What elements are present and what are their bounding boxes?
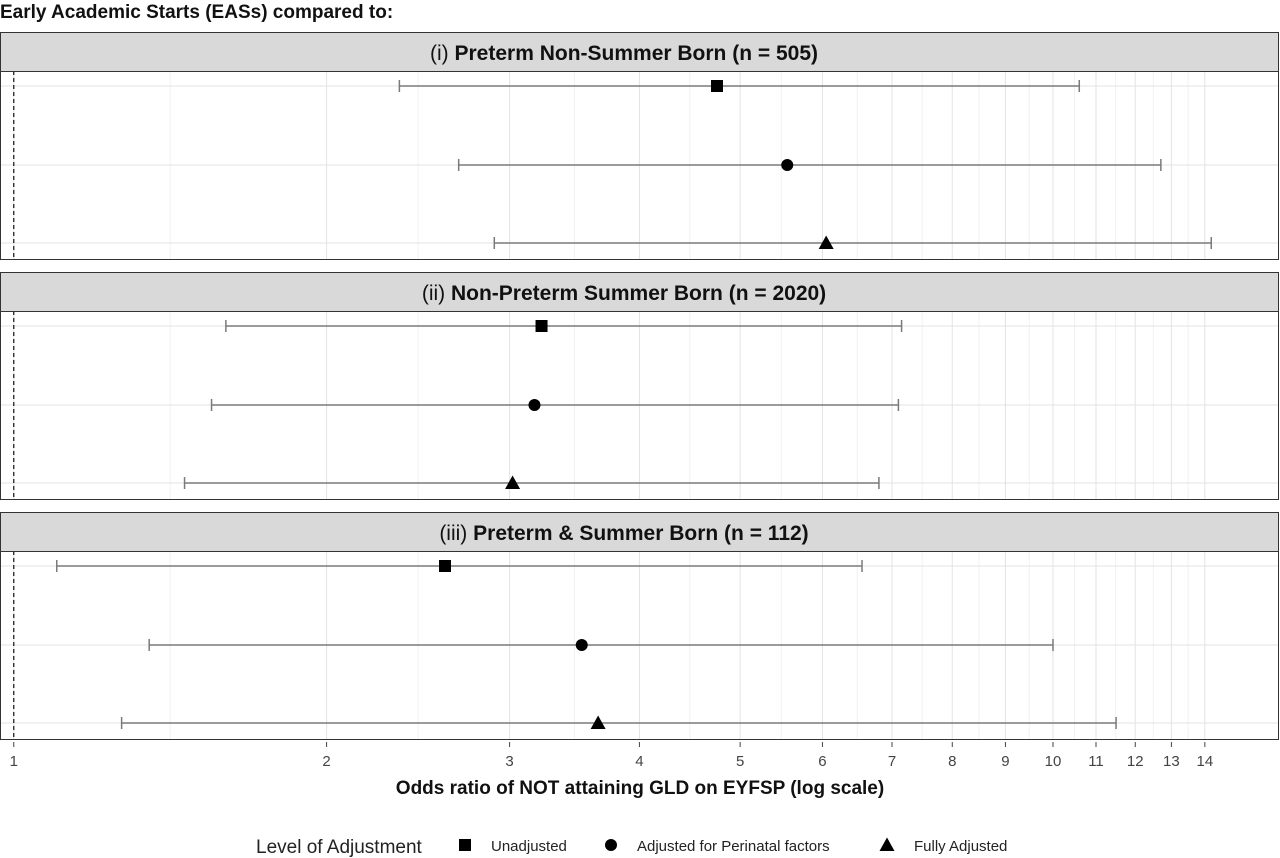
point-estimate-circle bbox=[781, 159, 794, 171]
legend-item-label: Unadjusted bbox=[491, 838, 567, 855]
point-estimate-triangle bbox=[505, 475, 521, 489]
x-tick-label: 10 bbox=[1045, 753, 1062, 770]
x-tick-label: 7 bbox=[888, 753, 896, 770]
panel-1: (i) Preterm Non-Summer Born (n = 505) bbox=[0, 32, 1279, 260]
legend-key-circle bbox=[605, 839, 617, 851]
x-tick-label: 5 bbox=[736, 753, 744, 770]
panel-strip-label: (ii) Non-Preterm Summer Born (n = 2020) bbox=[422, 282, 826, 305]
panels: (i) Preterm Non-Summer Born (n = 505) (ii… bbox=[0, 32, 1279, 740]
x-tick-label: 12 bbox=[1127, 753, 1144, 770]
legend-key-square bbox=[459, 839, 471, 851]
panel-strip bbox=[0, 32, 1279, 72]
legend-title: Level of Adjustment bbox=[256, 837, 423, 858]
point-estimate-circle bbox=[575, 639, 588, 651]
legend-key-triangle bbox=[879, 837, 895, 851]
x-tick-label: 9 bbox=[1001, 753, 1009, 770]
panel-prefix: (ii) bbox=[422, 282, 451, 305]
point-estimate-square bbox=[710, 80, 723, 92]
x-tick-label: 1 bbox=[10, 753, 18, 770]
point-estimate-triangle bbox=[818, 235, 834, 249]
x-tick-label: 8 bbox=[948, 753, 956, 770]
point-estimate-square bbox=[439, 560, 452, 572]
x-tick-label: 13 bbox=[1163, 753, 1180, 770]
point-estimate-circle bbox=[528, 399, 541, 411]
panel-2: (ii) Non-Preterm Summer Born (n = 2020) bbox=[0, 272, 1279, 500]
x-axis: 1 2 3 4 5 6 7 8 9 10 11 12 13 14 bbox=[10, 742, 1214, 770]
x-tick-label: 2 bbox=[322, 753, 330, 770]
legend-item-label: Fully Adjusted bbox=[914, 838, 1007, 855]
panel-border bbox=[0, 272, 1279, 500]
legend: Level of Adjustment Unadjusted Adjusted fo… bbox=[256, 837, 1007, 858]
panel-prefix: (i) bbox=[430, 42, 455, 65]
panel-strip bbox=[0, 272, 1279, 312]
panel-strip-label: (iii) Preterm & Summer Born (n = 112) bbox=[439, 522, 808, 545]
panel-label: Non-Preterm Summer Born (n = 2020) bbox=[451, 282, 826, 305]
x-tick-label: 4 bbox=[635, 753, 643, 770]
point-estimate-square bbox=[535, 320, 548, 332]
panel-prefix: (iii) bbox=[439, 522, 473, 545]
x-axis-label: Odds ratio of NOT attaining GLD on EYFSP… bbox=[396, 778, 884, 799]
x-tick-label: 14 bbox=[1197, 753, 1214, 770]
point-estimate-triangle bbox=[590, 715, 606, 729]
panel-strip-label: (i) Preterm Non-Summer Born (n = 505) bbox=[430, 42, 818, 65]
x-tick-label: 3 bbox=[505, 753, 513, 770]
panel-border bbox=[0, 32, 1279, 260]
panel-border bbox=[0, 512, 1279, 740]
x-tick-label: 11 bbox=[1088, 753, 1104, 770]
legend-item-label: Adjusted for Perinatal factors bbox=[637, 838, 830, 855]
panel-label: Preterm & Summer Born (n = 112) bbox=[473, 522, 809, 545]
panel-label: Preterm Non-Summer Born (n = 505) bbox=[454, 42, 818, 65]
panel-3: (iii) Preterm & Summer Born (n = 112) bbox=[0, 512, 1279, 740]
chart-title: Early Academic Starts (EASs) compared to… bbox=[0, 2, 393, 23]
x-tick-label: 6 bbox=[818, 753, 826, 770]
